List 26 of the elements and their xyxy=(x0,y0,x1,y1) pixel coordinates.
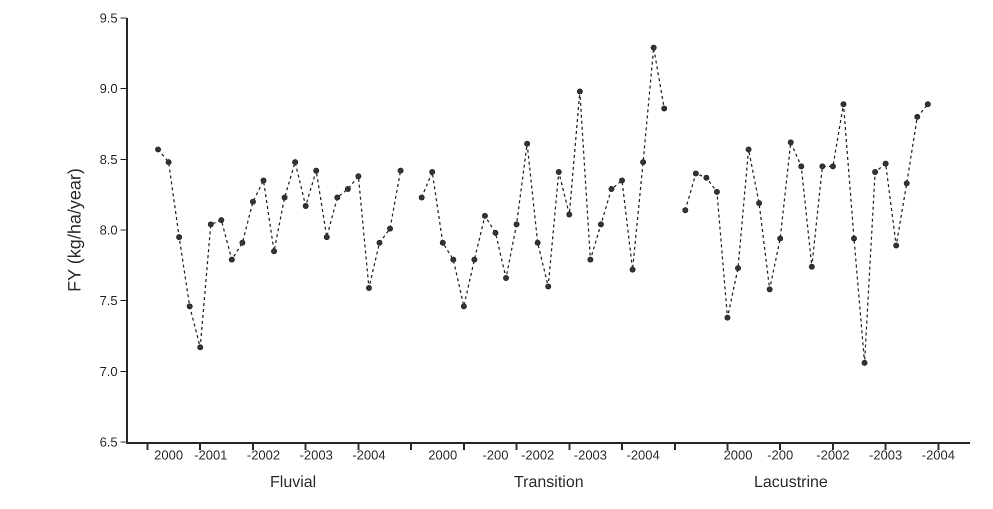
x-tick-label: 2000 xyxy=(154,447,184,462)
x-tick-label: -200 xyxy=(767,447,794,462)
x-tick-label: -2004 xyxy=(352,447,386,462)
x-tick-label: -2001 xyxy=(194,447,228,462)
y-axis-title: FY (kg/ha/year) xyxy=(64,168,84,292)
y-tick-label: 9.0 xyxy=(100,81,118,96)
x-tick-label: -2003 xyxy=(300,447,333,462)
x-tick-label: -2004 xyxy=(922,447,955,462)
x-tick-label: -2003 xyxy=(574,447,608,462)
text: Transition xyxy=(514,474,584,491)
x-tick-label: -200 xyxy=(482,447,509,462)
y-tick-label: 8.0 xyxy=(100,222,118,238)
x-tick-label: 2000 xyxy=(724,447,752,462)
y-tick-label: 9.5 xyxy=(100,10,118,26)
text: Lacustrine xyxy=(754,474,828,491)
y-tick-label: 6.5 xyxy=(100,434,118,450)
x-tick-label: -2003 xyxy=(869,447,902,462)
y-tick-label: 7.0 xyxy=(100,364,118,379)
x-tick-label: 2000 xyxy=(428,447,458,462)
x-tick-label: -2002 xyxy=(816,447,850,462)
x-tick-label: -2002 xyxy=(521,447,554,462)
x-tick-label: -2002 xyxy=(246,447,280,462)
x-tick-label: -2004 xyxy=(626,447,660,462)
y-tick-label: 8.5 xyxy=(100,152,118,167)
y-tick-label: 7.5 xyxy=(100,293,118,308)
text: Fluvial xyxy=(270,474,316,491)
